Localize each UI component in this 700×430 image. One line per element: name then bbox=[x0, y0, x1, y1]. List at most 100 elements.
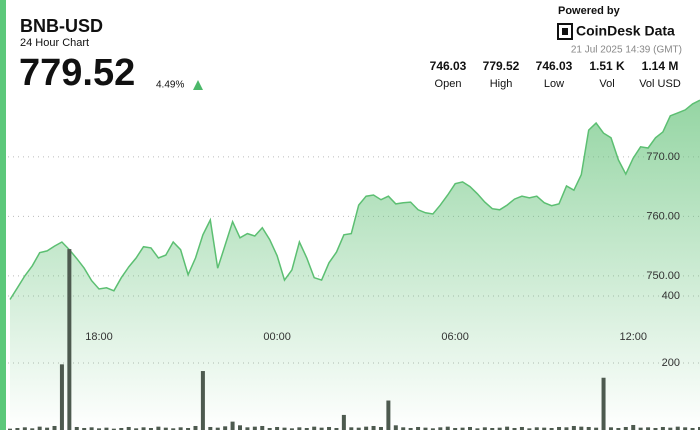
volume-bar bbox=[208, 426, 213, 430]
volume-bar bbox=[327, 426, 332, 430]
volume-bar bbox=[423, 427, 428, 430]
volume-bar bbox=[267, 427, 272, 430]
title: BNB-USD bbox=[20, 16, 103, 36]
volume-bar bbox=[668, 427, 673, 430]
volume-bar bbox=[193, 425, 198, 430]
volume-bar bbox=[371, 425, 376, 430]
volume-bar bbox=[505, 426, 510, 430]
stat-value: 1.14 M bbox=[642, 59, 679, 73]
stat-label: Low bbox=[544, 78, 564, 90]
volume-bar bbox=[349, 427, 354, 430]
stat-value: 746.03 bbox=[536, 59, 573, 73]
volume-bar bbox=[527, 428, 532, 430]
volume-bar bbox=[631, 424, 636, 430]
volume-bar bbox=[148, 427, 153, 430]
volume-bar bbox=[364, 426, 369, 430]
volume-bar bbox=[289, 428, 294, 430]
volume-bar bbox=[163, 427, 168, 430]
subtitle: 24 Hour Chart bbox=[20, 37, 89, 49]
volume-bar bbox=[497, 427, 502, 430]
volume-bar bbox=[275, 426, 280, 430]
volume-bar bbox=[408, 427, 413, 430]
volume-bar bbox=[401, 427, 406, 430]
volume-bar bbox=[238, 425, 242, 430]
volume-bar bbox=[111, 428, 116, 430]
stat-label: Open bbox=[435, 78, 462, 90]
volume-bar bbox=[608, 427, 613, 430]
volume-bar bbox=[356, 427, 361, 430]
x-tick-label: 18:00 bbox=[85, 331, 113, 343]
volume-bar bbox=[660, 426, 665, 430]
volume-bar bbox=[260, 425, 265, 430]
volume-bar bbox=[638, 427, 643, 430]
timestamp: 21 Jul 2025 14:39 (GMT) bbox=[571, 45, 682, 56]
volume-bar bbox=[601, 377, 606, 430]
volume-bar bbox=[282, 427, 287, 430]
volume-bar bbox=[579, 426, 584, 430]
volume-bar bbox=[386, 400, 391, 430]
volume-bar bbox=[304, 427, 309, 430]
volume-bar bbox=[74, 426, 79, 430]
volume-bar bbox=[37, 426, 42, 430]
volume-bar bbox=[215, 427, 220, 430]
stats: 746.03 Open 779.52 High 746.03 Low 1.51 K Vol 1.… bbox=[430, 59, 681, 90]
volume-bar bbox=[438, 427, 443, 430]
volume-bar bbox=[445, 426, 450, 430]
volume-bar bbox=[45, 427, 50, 430]
volume-bar bbox=[468, 426, 472, 430]
volume-bar bbox=[30, 428, 35, 430]
volume-bar bbox=[542, 427, 547, 430]
volume-bar bbox=[623, 426, 628, 430]
x-tick-label: 06:00 bbox=[441, 331, 469, 343]
volume-bar bbox=[178, 427, 183, 430]
volume-bar bbox=[82, 427, 87, 430]
volume-bar bbox=[460, 427, 465, 430]
y2-tick-label: 400 bbox=[662, 290, 680, 302]
volume-bar bbox=[416, 426, 421, 430]
stat-value: 1.51 K bbox=[589, 59, 625, 73]
price-line bbox=[9, 99, 700, 300]
stat-label: Vol USD bbox=[639, 78, 681, 90]
y2-tick-label: 200 bbox=[662, 357, 680, 369]
volume-bar bbox=[156, 426, 161, 430]
volume-bar bbox=[245, 427, 250, 430]
volume-bar bbox=[683, 427, 688, 430]
volume-bar bbox=[564, 427, 569, 430]
change: 4.49% bbox=[156, 80, 184, 91]
volume-bar bbox=[200, 371, 205, 430]
volume-bar bbox=[89, 427, 94, 430]
volume-bar bbox=[67, 249, 72, 430]
brand-name: CoinDesk Data bbox=[576, 23, 675, 39]
volume-bar bbox=[52, 425, 57, 430]
volume-bar bbox=[15, 427, 20, 430]
stat-label: Vol bbox=[599, 78, 614, 90]
x-tick-label: 00:00 bbox=[263, 331, 291, 343]
volume-bar bbox=[223, 426, 228, 430]
volume-bar bbox=[126, 426, 131, 430]
volume-bar bbox=[453, 427, 458, 430]
price-area bbox=[10, 100, 700, 430]
volume-bar bbox=[594, 427, 599, 430]
volume-bar bbox=[675, 426, 680, 430]
volume-bar bbox=[512, 427, 517, 430]
volume-bar bbox=[8, 428, 12, 430]
volume-bar bbox=[690, 427, 695, 430]
volume-bar bbox=[312, 426, 317, 430]
volume-bar bbox=[22, 427, 27, 430]
brand-logo bbox=[557, 23, 573, 40]
volume-bar bbox=[97, 428, 102, 430]
volume-bar bbox=[141, 427, 146, 430]
volume-bar bbox=[378, 426, 383, 430]
volume-bar bbox=[59, 364, 64, 430]
volume-bar bbox=[297, 427, 302, 430]
volume-bar bbox=[490, 427, 495, 430]
volume-bar bbox=[475, 428, 480, 430]
volume-bar bbox=[319, 427, 324, 430]
volume-bar bbox=[698, 426, 700, 430]
volume-bar bbox=[519, 426, 524, 430]
volume-bar bbox=[393, 425, 398, 430]
y-tick-label: 770.00 bbox=[646, 151, 680, 163]
accent-bar bbox=[0, 0, 6, 430]
volume-bar bbox=[430, 428, 435, 430]
